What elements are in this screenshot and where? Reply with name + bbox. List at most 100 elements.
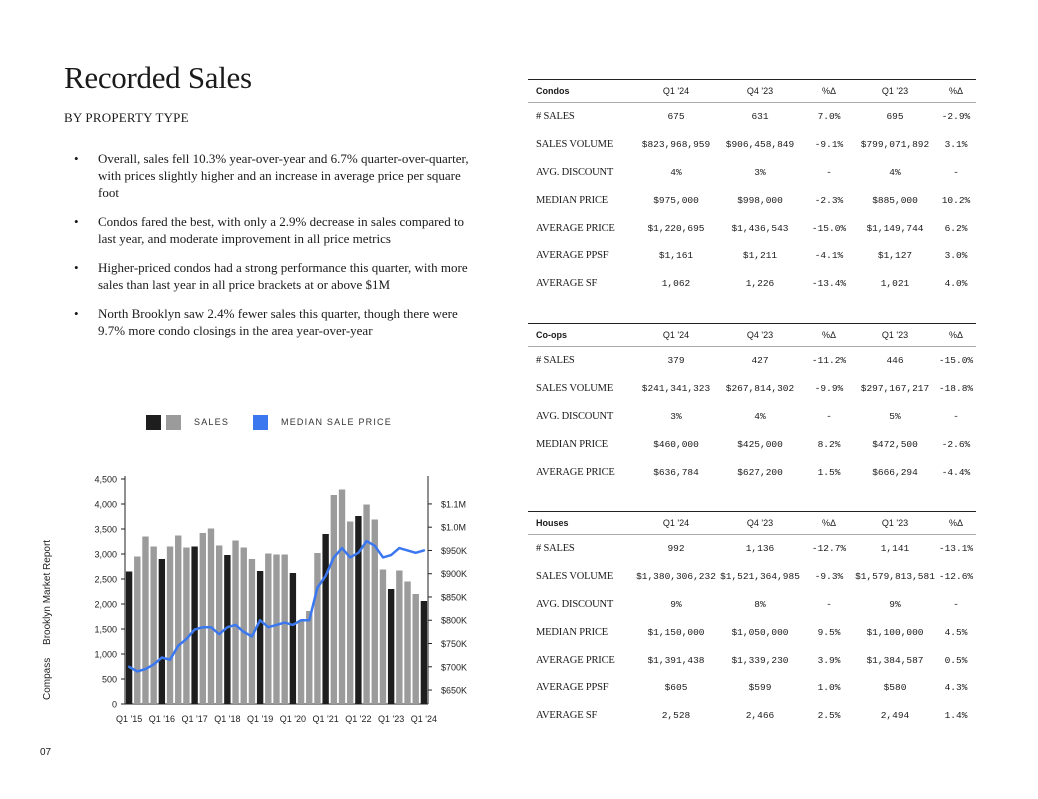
column-header: %Δ [936,79,976,103]
median-price-line [127,539,426,673]
table-cell: 4.3% [944,682,968,694]
table-cell: 9% [889,598,901,610]
table-cell: $1,100,000 [866,626,924,638]
table-row: AVERAGE PPSF $605 $599 1.0% $580 4.3% [528,674,976,702]
table-cell: -12.6% [938,571,974,583]
table-cell: -4.1% [814,250,844,262]
bullet-item: • Higher-priced condos had a strong perfo… [74,260,468,292]
table-cell: 3.1% [944,139,968,151]
table-cell: $627,200 [737,466,783,478]
sidebar-brand: Compass [42,657,53,700]
table-cell: 695 [886,111,904,123]
table-cell: 379 [667,355,685,367]
sidebar-report-name: Brooklyn Market Report [42,539,53,645]
table-cell: 1.0% [817,682,841,694]
sales-bar [330,495,338,704]
table-cell: 675 [667,111,685,123]
table-cell: $1,050,000 [731,626,789,638]
x-tick-label: Q1 '18 [214,714,240,724]
row-label: SALES VOLUME [536,383,614,395]
y-left-tick-label: 1,000 [94,650,117,660]
column-header: %Δ [804,79,854,103]
y-right-tick-label: $1.0M [441,523,466,533]
bullet-dot-icon: • [74,151,79,166]
row-label: AVERAGE PRICE [536,654,615,666]
table-cell: $472,500 [872,438,918,450]
sales-bar [125,571,133,704]
row-label: # SALES [536,543,575,555]
table-section-title: Co-ops [528,323,636,347]
row-label: SALES VOLUME [536,571,614,583]
table-cell: 8% [754,598,766,610]
row-label: AVERAGE PPSF [536,250,609,262]
table-cell: $666,294 [872,466,918,478]
column-header: Q1 '24 [636,511,716,535]
table-cell: 1,136 [745,543,775,555]
table-cell: $1,391,438 [647,654,705,666]
table-cell: - [953,166,959,178]
table-cell: 446 [886,355,904,367]
table-cell: $998,000 [737,194,783,206]
table-cell: 3.9% [817,654,841,666]
y-right-tick-label: $900K [441,569,467,579]
table-row: AVERAGE PRICE $1,220,695 $1,436,543 -15.0% $… [528,214,976,242]
table-cell: $241,341,323 [641,383,711,395]
x-tick-label: Q1 '16 [149,714,175,724]
table-cell: $1,579,813,581 [855,571,935,583]
table-cell: $425,000 [737,438,783,450]
row-label: AVERAGE SF [536,710,598,722]
y-left-tick-label: 500 [102,675,117,685]
row-label: AVG. DISCOUNT [536,410,614,422]
table-cell: $267,814,302 [725,383,795,395]
x-tick-label: Q1 '23 [378,714,404,724]
y-left-tick-label: 2,000 [94,600,117,610]
row-label: # SALES [536,355,575,367]
table-cell: -2.6% [941,438,971,450]
y-right-tick-label: $800K [441,616,467,626]
table-cell: -9.9% [814,383,844,395]
table-cell: -13.4% [811,278,847,290]
table-cell: -15.0% [938,355,974,367]
legend-swatch-dark [146,414,161,430]
y-left-tick-label: 4,000 [94,500,117,510]
sales-bar [322,534,329,704]
table-cell: 2,494 [880,710,910,722]
table-cell: 6.2% [944,222,968,234]
table-row: # SALES 992 1,136 -12.7% 1,141 -13.1% [528,535,976,563]
column-header: Q1 '24 [636,79,716,103]
table-cell: $1,211 [742,250,778,262]
legend-label-sales: SALES [194,417,230,427]
x-tick-label: Q1 '19 [247,714,273,724]
table-cell: -18.8% [938,383,974,395]
row-label: AVG. DISCOUNT [536,598,614,610]
page-subtitle: BY PROPERTY TYPE [64,110,189,125]
sales-bar [371,519,378,704]
y-left-tick-label: 3,500 [94,525,117,535]
column-header: %Δ [804,511,854,535]
row-label: AVERAGE PRICE [536,466,615,478]
sales-chart: 0 500 1,000 1,500 2,000 2,500 3,000 3,500 4,000 4… [94,475,467,725]
table-cell: $1,161 [658,250,694,262]
table-cell: $1,149,744 [866,222,924,234]
table-cell: 1.4% [944,710,968,722]
y-right-tick-label: $950K [441,546,467,556]
table-cell: - [953,598,959,610]
table-cell: 2,528 [661,710,691,722]
y-left-tick-label: 4,500 [94,475,117,485]
sales-bar [297,620,305,704]
table-cell: 1,021 [880,278,910,290]
sales-bar [256,571,264,704]
table-cell: $799,071,892 [860,139,930,151]
column-header: Q1 '24 [636,323,716,347]
table-cell: $885,000 [872,194,918,206]
table-cell: -2.3% [814,194,844,206]
table-row: SALES VOLUME $241,341,323 $267,814,302 -9.9… [528,375,976,403]
table-row: AVG. DISCOUNT 4% 3% - 4% - [528,159,976,187]
table-cell: - [826,410,832,422]
table-row: MEDIAN PRICE $460,000 $425,000 8.2% $472,500… [528,430,976,458]
table-row: SALES VOLUME $823,968,959 $906,458,849 -9.1… [528,131,976,159]
row-label: AVERAGE SF [536,278,598,290]
bullet-dot-icon: • [74,214,79,229]
y-right-tick-label: $1.1M [441,499,466,509]
table-cell: 7.0% [817,111,841,123]
